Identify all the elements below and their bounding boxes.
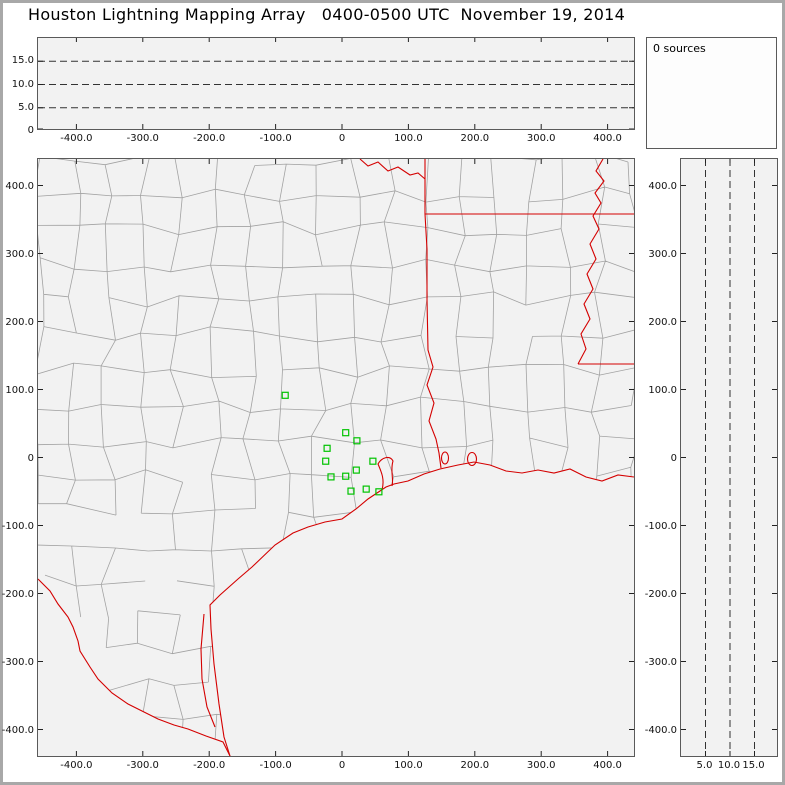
ns-axis-tick-label: 0 bbox=[27, 452, 34, 464]
altitude-axis-tick-label: 0 bbox=[27, 125, 34, 136]
altitude-ew-panel[interactable] bbox=[37, 37, 635, 130]
ns-axis-tick-label: -400.0 bbox=[644, 724, 677, 736]
mississippi-river-border bbox=[577, 159, 605, 365]
altitude-axis-tick-label: 10.0 bbox=[717, 760, 741, 771]
coastline bbox=[209, 461, 634, 756]
axis-ticks bbox=[38, 159, 634, 756]
lma-station-markers bbox=[281, 391, 383, 496]
ns-axis-tick-label: 0 bbox=[670, 452, 677, 464]
altitude-axis-tick-label: 5.0 bbox=[696, 760, 713, 771]
ns-axis-tick-label: -100.0 bbox=[644, 520, 677, 532]
state-borders-and-coastline bbox=[38, 159, 634, 756]
ew-axis-tick-label: -300.0 bbox=[126, 133, 159, 144]
ew-axis-tick-label: 400.0 bbox=[593, 133, 622, 144]
mexico-mask bbox=[38, 579, 230, 756]
lma-station-marker bbox=[362, 485, 370, 493]
lma-station-marker bbox=[281, 391, 289, 399]
ew-axis-tick-label: -400.0 bbox=[60, 133, 93, 144]
ew-axis-tick-label: -200.0 bbox=[193, 133, 226, 144]
lma-station-marker bbox=[375, 488, 383, 496]
sources-count-label: 0 sources bbox=[653, 42, 706, 55]
axis-ticks bbox=[681, 159, 777, 756]
ew-axis-tick-label: 200.0 bbox=[460, 133, 490, 144]
window-title: Houston Lightning Mapping Array 0400-050… bbox=[28, 5, 626, 24]
lma-station-marker bbox=[342, 472, 350, 480]
altitude-axis-tick-label: 10.0 bbox=[11, 78, 34, 90]
ns-axis-tick-label: -200.0 bbox=[644, 588, 677, 600]
ns-axis-tick-label: 200.0 bbox=[5, 316, 34, 328]
ew-axis-tick-label: 0 bbox=[338, 133, 346, 144]
ew-axis-tick-label: 100.0 bbox=[394, 760, 423, 771]
ew-axis-tick-label: -100.0 bbox=[259, 133, 292, 144]
altitude-ew-plot bbox=[38, 38, 634, 129]
altitude-ns-panel[interactable] bbox=[680, 158, 778, 757]
red-river-border bbox=[359, 159, 426, 180]
ew-axis-tick-label: -100.0 bbox=[259, 760, 292, 771]
plan-view-map bbox=[38, 159, 634, 756]
laguna-madre-shore bbox=[200, 613, 216, 728]
ns-axis-tick-label: 100.0 bbox=[5, 384, 34, 396]
gulf-of-mexico-mask bbox=[210, 462, 634, 756]
ns-axis-tick-label: -400.0 bbox=[1, 724, 34, 736]
plan-view-map-panel[interactable] bbox=[37, 158, 635, 757]
lma-station-marker bbox=[327, 473, 335, 481]
ew-axis-tick-label: 200.0 bbox=[460, 760, 490, 771]
ew-axis-tick-label: 400.0 bbox=[593, 760, 622, 771]
ns-axis-tick-label: -300.0 bbox=[644, 656, 677, 668]
ns-axis-tick-label: -300.0 bbox=[1, 656, 34, 668]
ew-axis-tick-label: -300.0 bbox=[126, 760, 159, 771]
rio-grande-border bbox=[38, 578, 231, 756]
lma-station-marker bbox=[369, 457, 377, 465]
ew-axis-tick-label: 300.0 bbox=[526, 133, 556, 144]
ns-axis-tick-label: 400.0 bbox=[648, 180, 677, 192]
ns-axis-tick-label: 400.0 bbox=[5, 180, 34, 192]
ew-axis-tick-label: 0 bbox=[338, 760, 346, 771]
lma-station-marker bbox=[352, 466, 360, 474]
altitude-ns-plot bbox=[681, 159, 777, 756]
lma-station-marker bbox=[342, 429, 350, 437]
ew-axis-tick-label: -200.0 bbox=[193, 760, 226, 771]
tx-la-border bbox=[424, 213, 442, 469]
ew-axis-tick-label: 100.0 bbox=[394, 133, 423, 144]
altitude-axis-tick-label: 15.0 bbox=[11, 55, 34, 67]
altitude-gridlines bbox=[38, 60, 634, 109]
ns-axis-tick-label: 300.0 bbox=[648, 248, 677, 260]
altitude-gridlines bbox=[705, 159, 755, 756]
lma-station-marker bbox=[322, 457, 330, 465]
ns-axis-tick-label: -200.0 bbox=[1, 588, 34, 600]
ns-axis-tick-label: 300.0 bbox=[5, 248, 34, 260]
axis-ticks bbox=[38, 38, 634, 129]
lma-station-marker bbox=[347, 487, 355, 495]
galveston-bay bbox=[377, 456, 394, 491]
sabine-lake bbox=[440, 451, 450, 465]
ew-axis-tick-label: 300.0 bbox=[526, 760, 556, 771]
altitude-axis-tick-label: 5.0 bbox=[18, 101, 34, 113]
lma-station-marker bbox=[353, 437, 361, 445]
ew-axis-tick-label: -400.0 bbox=[60, 760, 93, 771]
sources-count-panel: 0 sources bbox=[646, 37, 777, 149]
altitude-axis-tick-label: 15.0 bbox=[742, 760, 765, 771]
lma-station-marker bbox=[323, 444, 331, 452]
ns-axis-tick-label: 200.0 bbox=[648, 316, 677, 328]
ns-axis-tick-label: 100.0 bbox=[648, 384, 677, 396]
ns-axis-tick-label: -100.0 bbox=[1, 520, 34, 532]
calcasieu-lake bbox=[466, 451, 478, 467]
